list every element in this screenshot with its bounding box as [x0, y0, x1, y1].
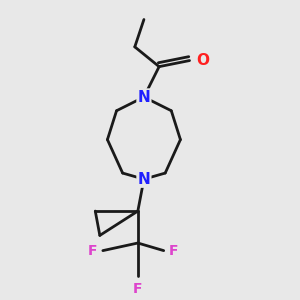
Text: N: N — [137, 172, 150, 187]
Text: O: O — [196, 53, 209, 68]
Text: F: F — [169, 244, 179, 258]
Text: F: F — [133, 282, 142, 296]
Text: N: N — [137, 89, 150, 104]
Text: F: F — [88, 244, 98, 258]
